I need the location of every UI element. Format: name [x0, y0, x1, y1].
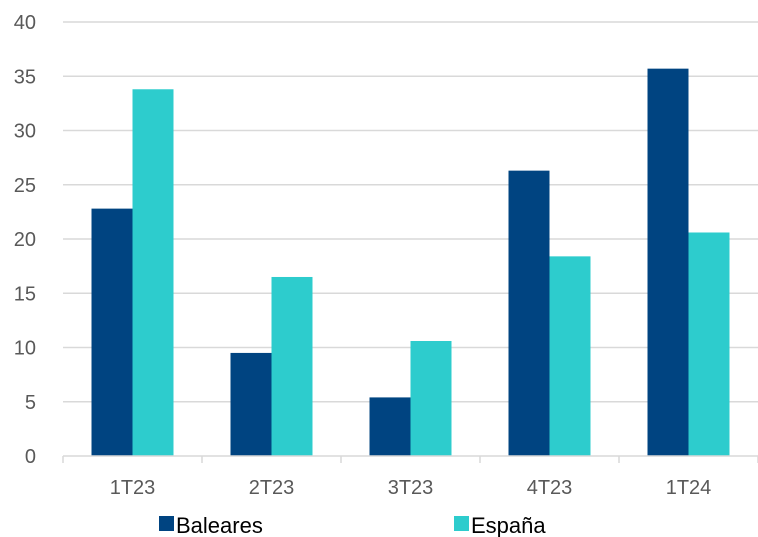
y-tick-label: 35: [14, 66, 36, 88]
y-tick-label: 15: [14, 283, 36, 305]
y-tick-label: 5: [25, 392, 36, 414]
bar-baleares-1t24: [647, 68, 689, 456]
x-tick-label: 1T23: [110, 477, 156, 499]
y-tick-label: 30: [14, 121, 36, 143]
y-tick-label: 0: [25, 446, 36, 468]
legend-label-baleares: Baleares: [176, 513, 263, 537]
legend-swatch-baleares: [159, 516, 174, 531]
legend-swatch-españa: [454, 516, 469, 531]
legend: Baleares España: [159, 513, 546, 537]
bar-españa-1t23: [132, 89, 174, 457]
x-axis-tick-labels: 1T23 2T23 3T23 4T23 1T24: [110, 477, 712, 499]
y-tick-label: 40: [14, 12, 36, 34]
grid-lines: [63, 21, 758, 403]
bar-españa-3t23: [410, 340, 452, 456]
x-tick-label: 1T24: [666, 477, 712, 499]
y-tick-label: 20: [14, 229, 36, 251]
bar-baleares-2t23: [230, 352, 272, 456]
bars: [91, 68, 730, 457]
x-tick-label: 3T23: [388, 477, 434, 499]
bar-españa-4t23: [549, 256, 591, 456]
x-tick-label: 2T23: [249, 477, 295, 499]
y-tick-label: 25: [14, 175, 36, 197]
bar-baleares-4t23: [508, 170, 550, 456]
y-axis-tick-labels: 0 5 10 15 20 25 30 35 40: [14, 12, 36, 468]
legend-label-españa: España: [471, 513, 546, 537]
bar-baleares-1t23: [91, 208, 133, 456]
y-tick-label: 10: [14, 338, 36, 360]
x-tick-label: 4T23: [527, 477, 573, 499]
x-axis: [62, 455, 758, 463]
bar-baleares-3t23: [369, 397, 411, 456]
bar-españa-2t23: [271, 276, 313, 456]
bar-españa-1t24: [688, 232, 730, 456]
